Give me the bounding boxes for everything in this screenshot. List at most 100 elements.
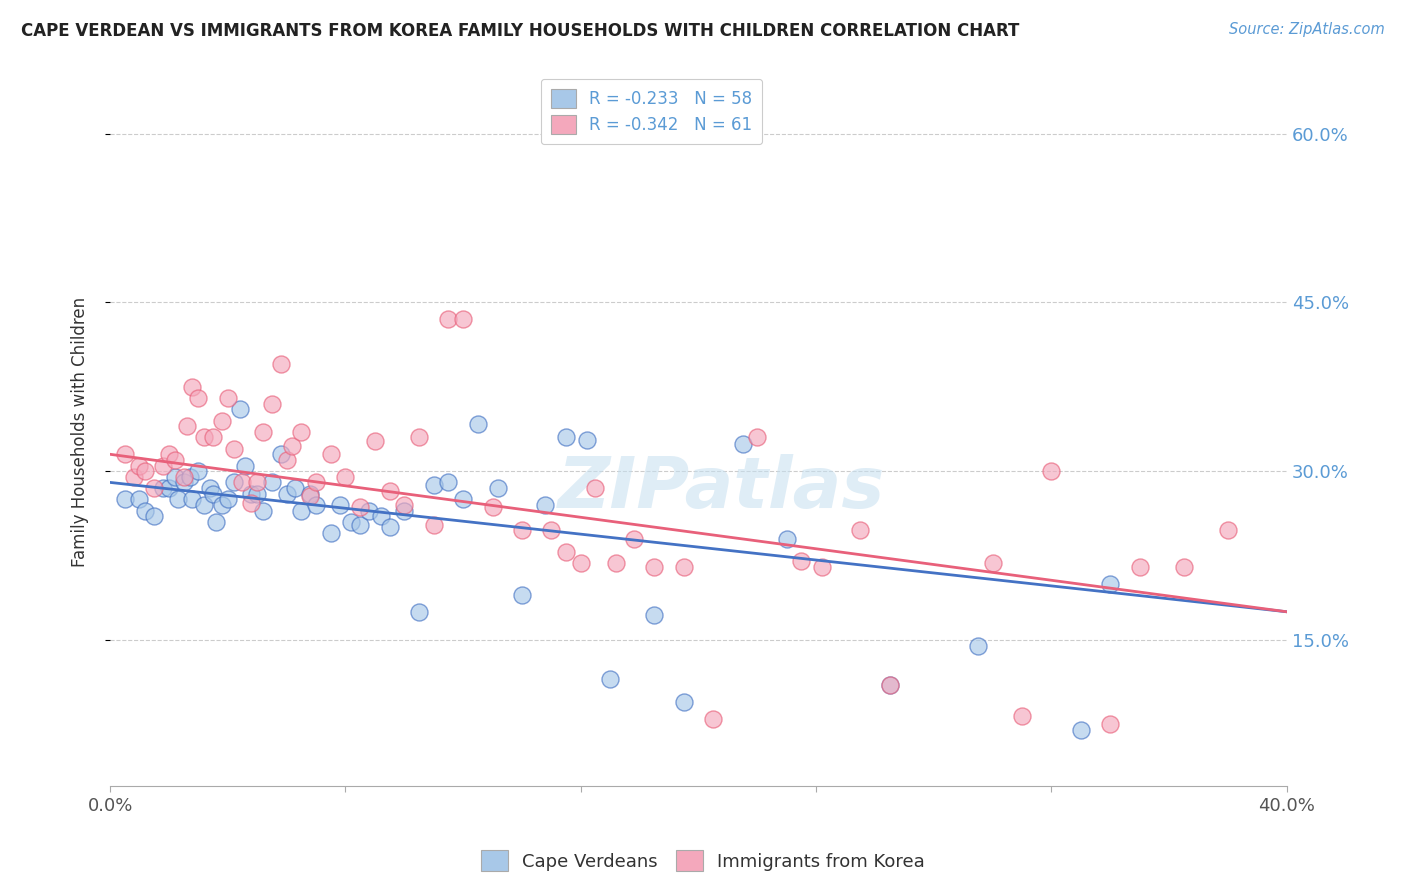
Point <box>173 470 195 484</box>
Legend: Cape Verdeans, Immigrants from Korea: Cape Verdeans, Immigrants from Korea <box>474 843 932 879</box>
Point <box>211 413 233 427</box>
Point <box>319 447 342 461</box>
Point <box>394 503 416 517</box>
Point <box>335 470 357 484</box>
Point <box>1099 717 1122 731</box>
Point <box>349 500 371 515</box>
Point <box>122 470 145 484</box>
Point <box>179 470 201 484</box>
Point <box>157 481 180 495</box>
Point <box>672 695 695 709</box>
Point <box>284 481 307 495</box>
Point <box>623 532 645 546</box>
Point <box>187 464 209 478</box>
Text: ZIPatlas: ZIPatlas <box>558 454 886 523</box>
Point <box>198 481 221 495</box>
Point <box>357 503 380 517</box>
Point <box>231 475 253 490</box>
Point <box>305 475 328 490</box>
Point <box>486 481 509 495</box>
Point <box>569 557 592 571</box>
Point <box>260 397 283 411</box>
Point <box>378 520 401 534</box>
Point <box>181 380 204 394</box>
Point <box>605 557 627 571</box>
Point <box>370 509 392 524</box>
Point <box>1011 709 1033 723</box>
Point <box>252 503 274 517</box>
Point <box>181 492 204 507</box>
Point <box>364 434 387 448</box>
Point <box>143 509 166 524</box>
Point <box>163 453 186 467</box>
Point <box>134 503 156 517</box>
Point <box>437 312 460 326</box>
Point <box>510 523 533 537</box>
Point <box>299 486 322 500</box>
Point <box>276 486 298 500</box>
Point <box>128 492 150 507</box>
Point <box>702 712 724 726</box>
Point <box>1099 576 1122 591</box>
Point <box>222 475 245 490</box>
Point <box>879 678 901 692</box>
Point <box>378 484 401 499</box>
Point <box>202 430 225 444</box>
Text: CAPE VERDEAN VS IMMIGRANTS FROM KOREA FAMILY HOUSEHOLDS WITH CHILDREN CORRELATIO: CAPE VERDEAN VS IMMIGRANTS FROM KOREA FA… <box>21 22 1019 40</box>
Point <box>270 357 292 371</box>
Point <box>731 437 754 451</box>
Point <box>849 523 872 537</box>
Point <box>1173 559 1195 574</box>
Point <box>205 515 228 529</box>
Point <box>599 673 621 687</box>
Point <box>319 526 342 541</box>
Point <box>114 492 136 507</box>
Point <box>163 470 186 484</box>
Point <box>235 458 257 473</box>
Point <box>585 481 607 495</box>
Point <box>451 312 474 326</box>
Point <box>340 515 363 529</box>
Point <box>260 475 283 490</box>
Point <box>246 486 269 500</box>
Point <box>1070 723 1092 737</box>
Point <box>575 433 598 447</box>
Point <box>290 425 312 439</box>
Point <box>1129 559 1152 574</box>
Point <box>776 532 799 546</box>
Point <box>1040 464 1063 478</box>
Point <box>437 475 460 490</box>
Point <box>193 430 215 444</box>
Point <box>305 498 328 512</box>
Point <box>157 447 180 461</box>
Point <box>879 678 901 692</box>
Y-axis label: Family Households with Children: Family Households with Children <box>72 297 89 566</box>
Point <box>408 605 430 619</box>
Point <box>299 489 322 503</box>
Point <box>467 417 489 431</box>
Point <box>187 391 209 405</box>
Point <box>152 458 174 473</box>
Point <box>173 475 195 490</box>
Point <box>672 559 695 574</box>
Point <box>349 518 371 533</box>
Point <box>143 481 166 495</box>
Point <box>222 442 245 456</box>
Point <box>176 419 198 434</box>
Point <box>534 498 557 512</box>
Point <box>394 498 416 512</box>
Point <box>240 496 263 510</box>
Point <box>270 447 292 461</box>
Point <box>328 498 350 512</box>
Point <box>408 430 430 444</box>
Point <box>290 503 312 517</box>
Point <box>422 518 444 533</box>
Legend: R = -0.233   N = 58, R = -0.342   N = 61: R = -0.233 N = 58, R = -0.342 N = 61 <box>541 78 762 144</box>
Point <box>166 492 188 507</box>
Point <box>451 492 474 507</box>
Point <box>211 498 233 512</box>
Point <box>240 486 263 500</box>
Point <box>1216 523 1239 537</box>
Point <box>540 523 562 537</box>
Point <box>281 439 304 453</box>
